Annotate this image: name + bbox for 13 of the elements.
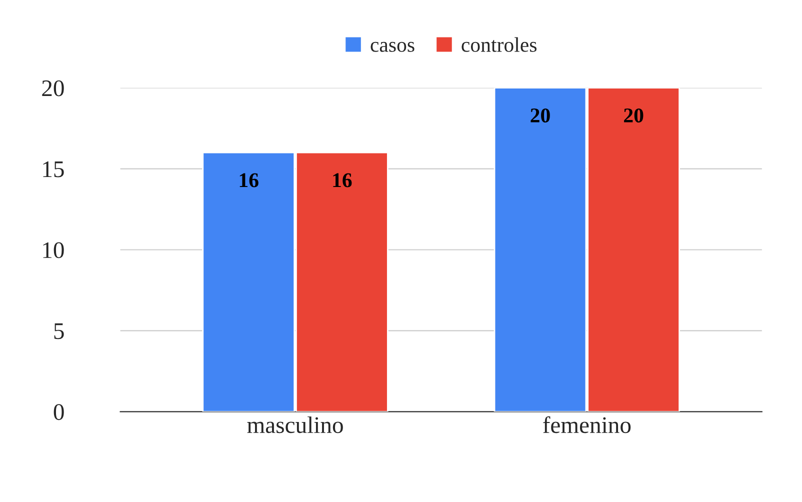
x-tick-label: masculino: [247, 416, 343, 434]
y-tick-label: 15: [43, 161, 64, 178]
legend-label: controles: [462, 37, 537, 52]
data-label: 16: [333, 173, 352, 188]
y-tick-label: 10: [43, 242, 64, 258]
x-tick-label: femenino: [543, 416, 631, 434]
data-label: 20: [530, 108, 550, 123]
legend-label: casos: [370, 42, 414, 52]
y-tick-label: 5: [54, 323, 64, 340]
y-tick-label: 20: [42, 80, 64, 96]
data-label: 16: [240, 173, 258, 188]
data-label: 20: [624, 108, 644, 123]
y-tick-label: 0: [54, 404, 64, 420]
